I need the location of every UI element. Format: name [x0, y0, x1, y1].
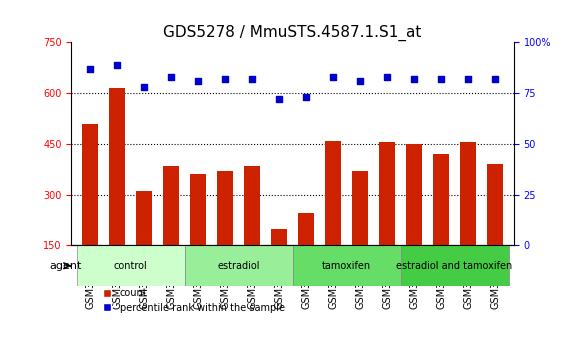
Bar [77, 245, 184, 286]
Bar [82, 124, 98, 245]
Bar [184, 245, 292, 286]
Bar [217, 171, 234, 245]
Point [275, 97, 284, 102]
Point [140, 84, 149, 90]
Bar [244, 166, 260, 245]
Point [86, 66, 95, 72]
Point [220, 76, 230, 82]
Point [356, 78, 365, 84]
Bar [271, 229, 287, 245]
Title: GDS5278 / MmuSTS.4587.1.S1_at: GDS5278 / MmuSTS.4587.1.S1_at [163, 25, 422, 41]
Text: tamoxifen: tamoxifen [322, 261, 371, 271]
Point [194, 78, 203, 84]
Point [436, 76, 445, 82]
Bar [433, 154, 449, 245]
Bar [298, 213, 314, 245]
Bar [379, 142, 395, 245]
Bar [163, 166, 179, 245]
Point [328, 74, 337, 80]
Bar [401, 245, 509, 286]
Text: estradiol: estradiol [218, 261, 260, 271]
Point [383, 74, 392, 80]
Bar [325, 141, 341, 245]
Point [301, 95, 311, 100]
Bar [109, 88, 126, 245]
Bar [406, 144, 422, 245]
Point [464, 76, 473, 82]
Bar [190, 175, 206, 245]
Point [490, 76, 500, 82]
Point [248, 76, 257, 82]
Text: estradiol and tamoxifen: estradiol and tamoxifen [396, 261, 513, 271]
Point [409, 76, 419, 82]
Point [112, 62, 122, 68]
Text: agent: agent [50, 261, 82, 271]
Bar [352, 171, 368, 245]
Text: control: control [114, 261, 148, 271]
Bar [460, 142, 476, 245]
Legend: count, percentile rank within the sample: count, percentile rank within the sample [98, 284, 288, 317]
Bar [487, 164, 503, 245]
Point [167, 74, 176, 80]
Bar [292, 245, 401, 286]
Bar [136, 191, 152, 245]
